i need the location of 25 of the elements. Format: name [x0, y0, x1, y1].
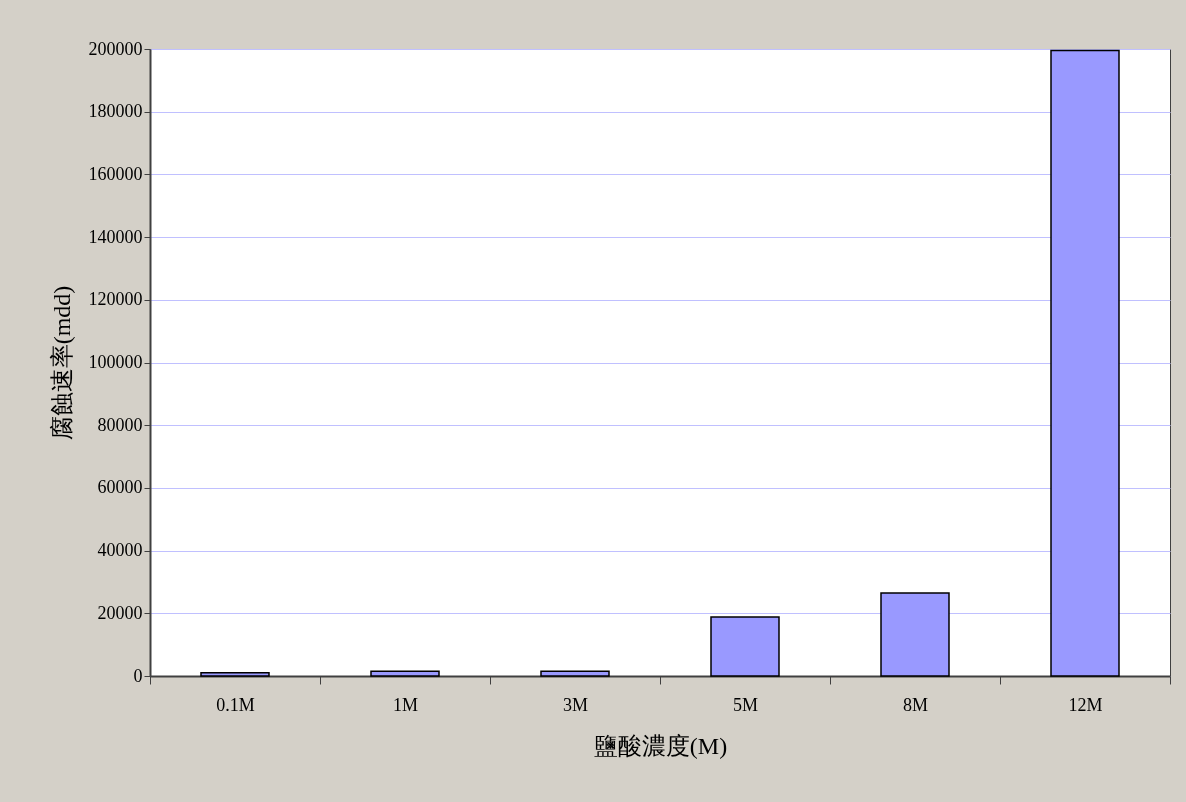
- y-tick-label: 100000: [88, 352, 143, 372]
- x-axis-title: 鹽酸濃度(M): [593, 732, 728, 759]
- x-tick-label: 5M: [732, 694, 759, 715]
- y-tick-label: 180000: [88, 101, 143, 122]
- bar: [880, 592, 950, 677]
- y-tick-label: 200000: [88, 38, 143, 59]
- x-tick-label: 1M: [392, 694, 419, 715]
- y-tick-label: 120000: [88, 289, 143, 310]
- x-tick-label: 3M: [562, 694, 589, 715]
- bar: [540, 670, 610, 677]
- bar: [1050, 49, 1120, 677]
- x-tick-label: 8M: [902, 694, 929, 715]
- y-tick-label: 140000: [88, 226, 143, 247]
- x-tick-label: 0.1M: [216, 694, 255, 715]
- y-axis-title: 腐蝕速率(mdd): [48, 285, 75, 441]
- x-tick-label: 12M: [1068, 694, 1103, 715]
- y-tick-label: 160000: [88, 163, 143, 184]
- bar: [370, 670, 440, 677]
- y-tick-label: 20000: [97, 602, 143, 623]
- bar: [200, 672, 270, 677]
- bar: [710, 616, 780, 677]
- y-tick-label: 0: [133, 665, 143, 686]
- y-tick-label: 60000: [97, 477, 143, 498]
- y-tick-label: 80000: [97, 414, 143, 435]
- y-tick-label: 40000: [97, 540, 143, 561]
